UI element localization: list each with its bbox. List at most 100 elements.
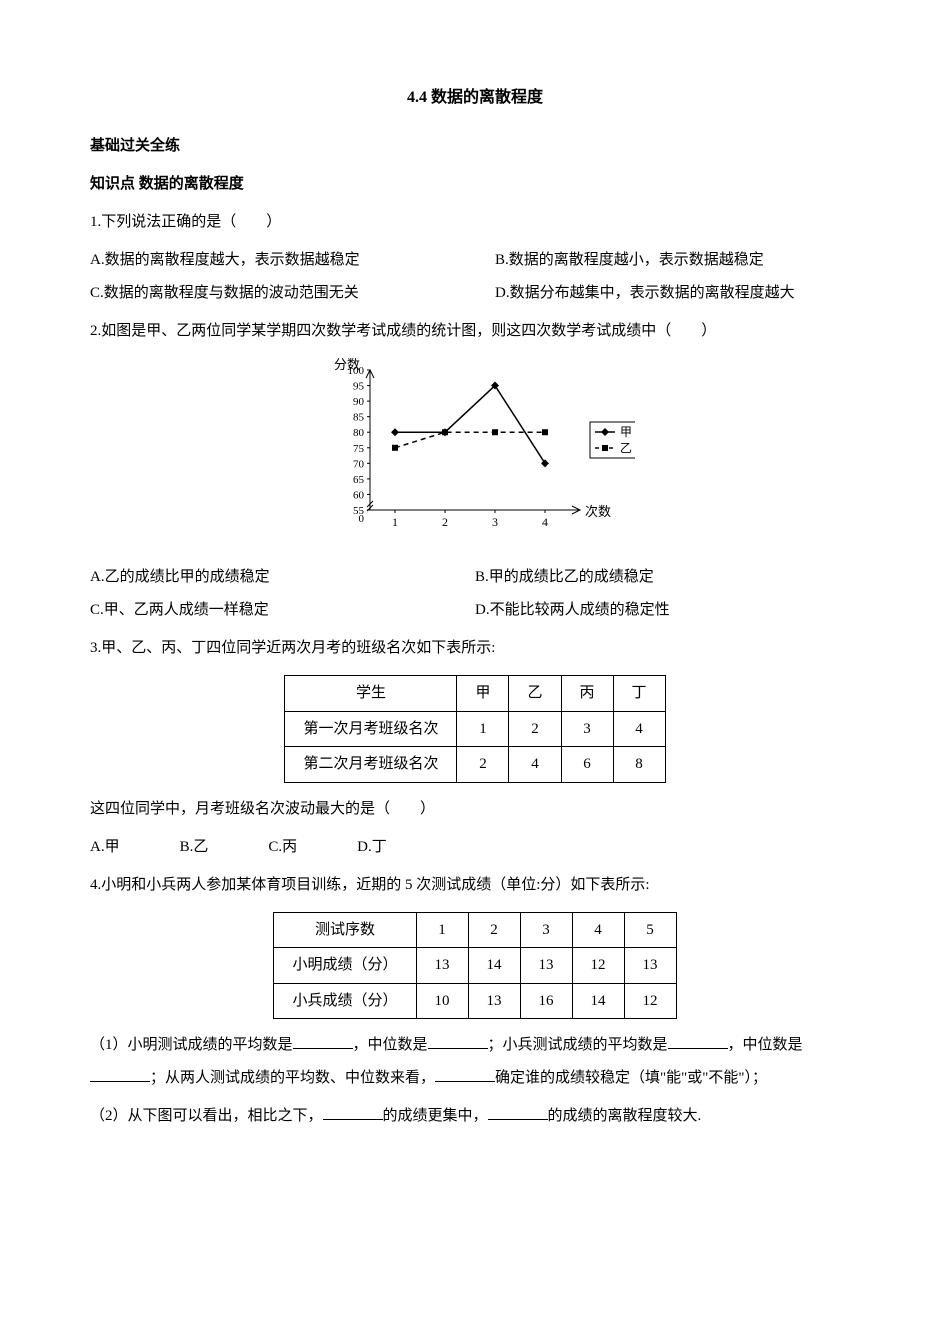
- q2-optA: A.乙的成绩比甲的成绩稳定: [90, 561, 475, 594]
- cell: 2: [457, 747, 509, 783]
- q4-part1: （1）小明测试成绩的平均数是 ，中位数是 ；小兵测试成绩的平均数是 ，中位数是 ；从两人…: [90, 1029, 860, 1095]
- svg-text:分数: 分数: [334, 358, 360, 372]
- svg-text:90: 90: [353, 396, 365, 408]
- svg-text:65: 65: [353, 474, 365, 486]
- cell: 1: [457, 711, 509, 747]
- cell: 12: [624, 983, 676, 1019]
- cell: 16: [520, 983, 572, 1019]
- text: ，中位数是: [728, 1037, 803, 1053]
- cell: 12: [572, 948, 624, 984]
- cell: 14: [468, 948, 520, 984]
- cell: 小兵成绩（分）: [274, 983, 416, 1019]
- q3-optD: D.丁: [357, 831, 387, 864]
- cell: 小明成绩（分）: [274, 948, 416, 984]
- q3-optA: A.甲: [90, 831, 120, 864]
- q2-optD: D.不能比较两人成绩的稳定性: [475, 594, 860, 627]
- q2-chart: 5560657075808590951001234分数次数0甲乙: [90, 358, 860, 551]
- svg-text:3: 3: [492, 515, 498, 529]
- text: （2）从下图可以看出，相比之下，: [90, 1108, 323, 1124]
- blank: [323, 1104, 383, 1120]
- q1-optD: D.数据分布越集中，表示数据的离散程度越大: [495, 277, 860, 310]
- q3-optB: B.乙: [180, 831, 209, 864]
- q2-optC: C.甲、乙两人成绩一样稳定: [90, 594, 475, 627]
- q3-table: 学生 甲 乙 丙 丁 第一次月考班级名次 1 2 3 4 第二次月考班级名次 2…: [284, 675, 665, 783]
- q2-options: A.乙的成绩比甲的成绩稳定 B.甲的成绩比乙的成绩稳定 C.甲、乙两人成绩一样稳…: [90, 561, 860, 627]
- cell: 3: [561, 711, 613, 747]
- text: （1）小明测试成绩的平均数是: [90, 1037, 293, 1053]
- section-heading-1: 基础过关全练: [90, 130, 860, 163]
- cell: 第二次月考班级名次: [285, 747, 457, 783]
- q1-options-row1: A.数据的离散程度越大，表示数据越稳定 B.数据的离散程度越小，表示数据越稳定: [90, 244, 860, 277]
- svg-text:次数: 次数: [585, 504, 611, 519]
- table-row: 测试序数 1 2 3 4 5: [274, 912, 676, 948]
- cell: 乙: [509, 676, 561, 712]
- cell: 5: [624, 912, 676, 948]
- cell: 学生: [285, 676, 457, 712]
- svg-text:4: 4: [542, 515, 548, 529]
- q1-optB: B.数据的离散程度越小，表示数据越稳定: [495, 244, 860, 277]
- table-row: 第一次月考班级名次 1 2 3 4: [285, 711, 665, 747]
- section-heading-2: 知识点 数据的离散程度: [90, 168, 860, 201]
- cell: 13: [468, 983, 520, 1019]
- q3-stem: 3.甲、乙、丙、丁四位同学近两次月考的班级名次如下表所示:: [90, 632, 860, 665]
- q3-options: A.甲 B.乙 C.丙 D.丁: [90, 831, 860, 864]
- text: 的成绩的离散程度较大.: [548, 1108, 702, 1124]
- q1-optA: A.数据的离散程度越大，表示数据越稳定: [90, 244, 455, 277]
- q4-part2: （2）从下图可以看出，相比之下， 的成绩更集中， 的成绩的离散程度较大.: [90, 1100, 860, 1133]
- blank: [435, 1066, 495, 1082]
- q3-optC: C.丙: [268, 831, 297, 864]
- svg-text:75: 75: [353, 443, 365, 455]
- cell: 1: [416, 912, 468, 948]
- page-title: 4.4 数据的离散程度: [90, 80, 860, 115]
- cell: 丁: [613, 676, 665, 712]
- blank: [90, 1066, 150, 1082]
- cell: 2: [509, 711, 561, 747]
- cell: 测试序数: [274, 912, 416, 948]
- cell: 2: [468, 912, 520, 948]
- blank: [428, 1033, 488, 1049]
- q1-stem: 1.下列说法正确的是（ ）: [90, 206, 860, 239]
- text: 确定谁的成绩较稳定（填"能"或"不能"）；: [495, 1070, 767, 1086]
- svg-text:1: 1: [392, 515, 398, 529]
- svg-text:乙: 乙: [620, 441, 632, 455]
- cell: 丙: [561, 676, 613, 712]
- cell: 13: [624, 948, 676, 984]
- blank: [488, 1104, 548, 1120]
- cell: 13: [416, 948, 468, 984]
- table-row: 学生 甲 乙 丙 丁: [285, 676, 665, 712]
- cell: 13: [520, 948, 572, 984]
- text: ，中位数是: [353, 1037, 428, 1053]
- table-row: 小明成绩（分） 13 14 13 12 13: [274, 948, 676, 984]
- cell: 第一次月考班级名次: [285, 711, 457, 747]
- svg-text:80: 80: [353, 427, 365, 439]
- svg-text:70: 70: [353, 459, 365, 471]
- svg-text:甲: 甲: [620, 425, 632, 439]
- cell: 4: [572, 912, 624, 948]
- q4-table: 测试序数 1 2 3 4 5 小明成绩（分） 13 14 13 12 13 小兵…: [273, 912, 676, 1020]
- svg-text:2: 2: [442, 515, 448, 529]
- table-row: 小兵成绩（分） 10 13 16 14 12: [274, 983, 676, 1019]
- svg-text:0: 0: [359, 513, 365, 525]
- q3-after: 这四位同学中，月考班级名次波动最大的是（ ）: [90, 793, 860, 826]
- text: ；小兵测试成绩的平均数是: [488, 1037, 668, 1053]
- cell: 4: [613, 711, 665, 747]
- table-row: 第二次月考班级名次 2 4 6 8: [285, 747, 665, 783]
- cell: 4: [509, 747, 561, 783]
- cell: 3: [520, 912, 572, 948]
- cell: 6: [561, 747, 613, 783]
- svg-text:85: 85: [353, 412, 365, 424]
- svg-text:95: 95: [353, 381, 365, 393]
- cell: 10: [416, 983, 468, 1019]
- q2-stem: 2.如图是甲、乙两位同学某学期四次数学考试成绩的统计图，则这四次数学考试成绩中（…: [90, 315, 860, 348]
- q1-optC: C.数据的离散程度与数据的波动范围无关: [90, 277, 455, 310]
- q4-stem: 4.小明和小兵两人参加某体育项目训练，近期的 5 次测试成绩（单位:分）如下表所…: [90, 869, 860, 902]
- cell: 甲: [457, 676, 509, 712]
- q1-options-row2: C.数据的离散程度与数据的波动范围无关 D.数据分布越集中，表示数据的离散程度越…: [90, 277, 860, 310]
- q2-chart-svg: 5560657075808590951001234分数次数0甲乙: [315, 358, 635, 538]
- cell: 8: [613, 747, 665, 783]
- svg-text:60: 60: [353, 490, 365, 502]
- blank: [668, 1033, 728, 1049]
- text: 的成绩更集中，: [383, 1108, 488, 1124]
- text: ；从两人测试成绩的平均数、中位数来看，: [150, 1070, 435, 1086]
- cell: 14: [572, 983, 624, 1019]
